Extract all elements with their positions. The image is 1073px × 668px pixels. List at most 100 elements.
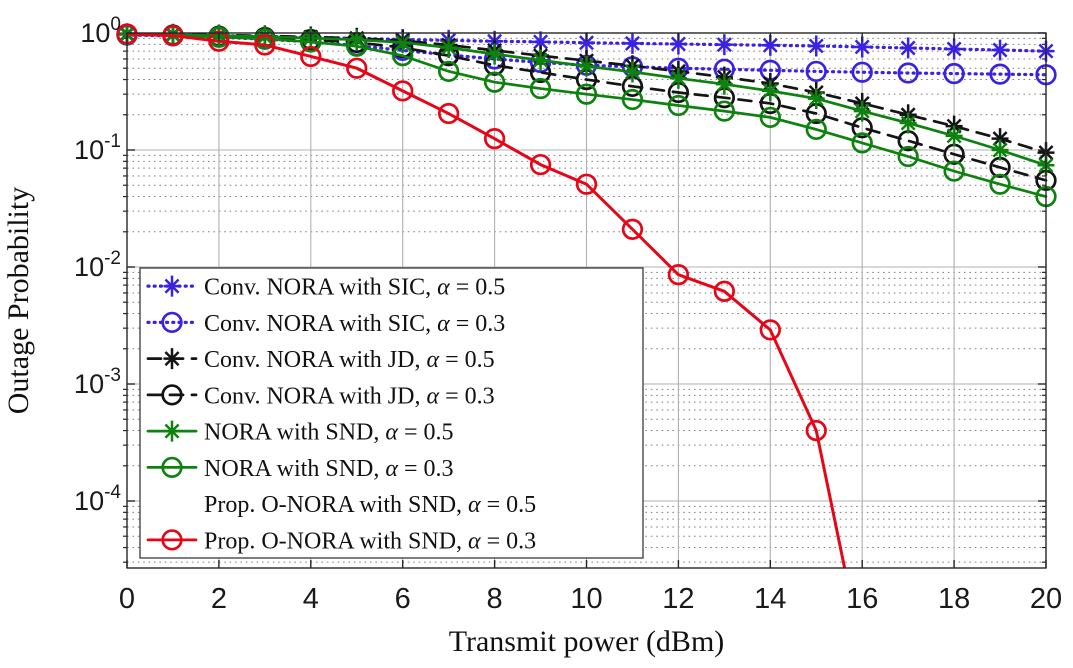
circle-marker <box>943 160 965 182</box>
asterisk-marker <box>670 36 686 52</box>
asterisk-marker <box>808 91 824 107</box>
circle-marker <box>208 30 230 52</box>
circle-marker <box>667 264 690 286</box>
x-tick-label: 2 <box>211 583 227 615</box>
legend-entry-nora-snd-a03: NORA with SND, α = 0.3 <box>146 456 454 482</box>
asterisk-marker <box>579 35 594 51</box>
circle-marker <box>300 45 322 68</box>
asterisk-marker <box>716 76 732 92</box>
circle-marker <box>621 88 644 111</box>
y-tick-label: 10-2 <box>74 248 121 282</box>
circle-marker <box>667 94 690 117</box>
legend-label: Prop. O-NORA with SND, α = 0.3 <box>204 528 536 554</box>
circle-marker <box>483 128 506 150</box>
asterisk-marker <box>533 52 549 68</box>
axis-labels: Transmit power (dBm) Outage Probability <box>2 187 724 658</box>
legend-label: NORA with SND, α = 0.3 <box>204 456 454 482</box>
circle-marker <box>161 311 183 334</box>
circle-marker <box>161 456 183 479</box>
legend-entry-conv-nora-jd-a05: Conv. NORA with JD, α = 0.5 <box>146 347 495 373</box>
asterisk-marker <box>579 58 594 74</box>
circle-marker <box>851 132 873 154</box>
legend-label: Conv. NORA with SIC, α = 0.5 <box>204 275 505 301</box>
legend-entry-nora-snd-a05: NORA with SND, α = 0.5 <box>146 420 454 446</box>
asterisk-marker <box>164 351 180 367</box>
asterisk-marker <box>854 103 870 119</box>
circle-marker <box>162 24 184 47</box>
asterisk-marker <box>164 423 180 439</box>
legend-entry-prop-onora-snd-a03: Prop. O-NORA with SND, α = 0.3 <box>146 528 536 554</box>
y-tick-label: 10-1 <box>74 131 121 165</box>
tick-labels: 0 2 4 6 8 10 12 14 16 18 20 100 10-1 10-2 10-3 10-4 <box>74 14 1062 615</box>
x-tick-label: 16 <box>846 583 878 615</box>
circle-marker <box>575 173 598 195</box>
asterisk-marker <box>992 131 1008 147</box>
legend-label: Conv. NORA with SIC, α = 0.3 <box>204 311 505 337</box>
circle-marker <box>438 60 460 83</box>
x-tick-label: 20 <box>1030 583 1062 615</box>
asterisk-marker <box>900 40 916 56</box>
legend-label: Conv. NORA with JD, α = 0.5 <box>204 347 495 373</box>
asterisk-marker <box>992 142 1008 158</box>
circle-marker <box>989 63 1011 85</box>
x-tick-label: 18 <box>938 583 970 615</box>
asterisk-marker <box>992 42 1008 58</box>
circle-marker <box>805 419 827 442</box>
circle-marker <box>529 153 552 176</box>
series-nora-snd-a05 <box>118 23 1055 176</box>
series-layer <box>116 23 1057 568</box>
y-tick-label: 10-4 <box>74 482 121 516</box>
asterisk-marker <box>946 41 962 57</box>
circle-marker <box>621 218 644 240</box>
asterisk-marker <box>624 35 640 51</box>
circle-marker <box>851 61 873 83</box>
circle-marker <box>897 145 919 168</box>
y-tick-label: 10-3 <box>74 365 121 399</box>
x-tick-label: 14 <box>754 583 786 615</box>
circle-marker <box>254 34 276 56</box>
circle-marker <box>759 106 781 129</box>
asterisk-marker <box>762 83 778 99</box>
x-tick-label: 4 <box>303 583 319 615</box>
circle-marker <box>943 62 965 85</box>
series-line-prop-onora-snd-a03 <box>125 32 847 568</box>
legend-entry-prop-onora-snd-a05: Prop. O-NORA with SND, α = 0.5 <box>204 492 536 518</box>
y-tick-label: 100 <box>80 14 121 48</box>
asterisk-marker <box>533 34 549 50</box>
legend-entry-conv-nora-sic-a03: Conv. NORA with SIC, α = 0.3 <box>146 311 505 337</box>
asterisk-marker <box>946 128 962 144</box>
series-line-nora-snd-a03 <box>125 33 1048 198</box>
asterisk-marker <box>624 64 640 80</box>
circle-marker <box>346 57 368 79</box>
asterisk-marker <box>164 278 180 294</box>
circle-marker <box>897 62 919 84</box>
circle-marker <box>713 280 735 302</box>
y-axis-label: Outage Probability <box>2 187 35 414</box>
circle-marker <box>346 35 368 57</box>
circle-marker <box>483 71 506 93</box>
x-tick-label: 0 <box>119 583 135 615</box>
legend-label: NORA with SND, α = 0.5 <box>204 420 454 446</box>
legend-entry-conv-nora-jd-a03: Conv. NORA with JD, α = 0.3 <box>146 383 495 409</box>
series-prop-onora-snd-a03 <box>116 23 847 568</box>
legend-entry-conv-nora-sic-a05: Conv. NORA with SIC, α = 0.5 <box>146 275 505 301</box>
asterisk-marker <box>854 39 870 55</box>
asterisk-marker <box>670 70 686 86</box>
x-axis-label: Transmit power (dBm) <box>449 625 725 658</box>
asterisk-marker <box>487 46 503 62</box>
circle-marker <box>575 83 598 105</box>
legend: Conv. NORA with SIC, α = 0.5 Conv. NORA w… <box>139 267 644 559</box>
asterisk-marker <box>441 40 457 56</box>
asterisk-marker <box>808 38 824 54</box>
circle-marker <box>529 77 552 100</box>
legend-label: Conv. NORA with JD, α = 0.3 <box>204 383 495 409</box>
axes <box>126 32 1047 569</box>
circle-marker <box>161 384 183 406</box>
circle-marker <box>989 173 1011 195</box>
circle-marker <box>392 45 414 67</box>
circle-marker <box>161 529 183 551</box>
circle-marker <box>254 28 276 50</box>
x-tick-label: 10 <box>570 583 602 615</box>
